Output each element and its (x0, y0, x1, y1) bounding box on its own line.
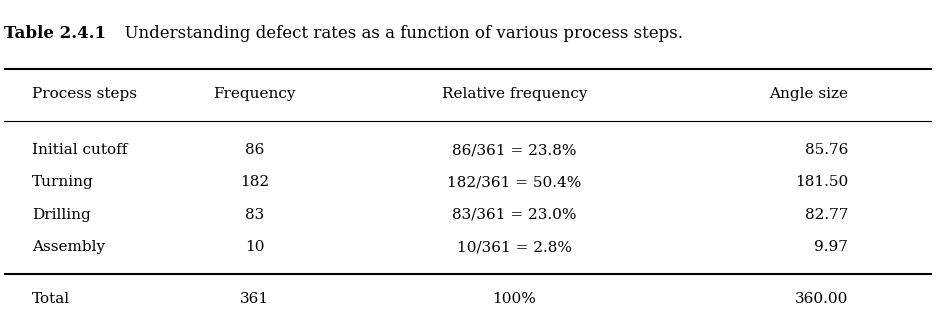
Text: 361: 361 (240, 292, 270, 306)
Text: 86: 86 (245, 143, 264, 157)
Text: Frequency: Frequency (213, 87, 296, 101)
Text: Understanding defect rates as a function of various process steps.: Understanding defect rates as a function… (113, 25, 682, 42)
Text: 360.00: 360.00 (795, 292, 848, 306)
Text: Turning: Turning (32, 175, 94, 189)
Text: 181.50: 181.50 (795, 175, 848, 189)
Text: 82.77: 82.77 (805, 208, 848, 222)
Text: 86/361 = 23.8%: 86/361 = 23.8% (452, 143, 577, 157)
Text: 85.76: 85.76 (805, 143, 848, 157)
Text: 9.97: 9.97 (814, 240, 848, 254)
Text: 10/361 = 2.8%: 10/361 = 2.8% (457, 240, 572, 254)
Text: 182/361 = 50.4%: 182/361 = 50.4% (447, 175, 581, 189)
Text: 83: 83 (245, 208, 264, 222)
Text: Initial cutoff: Initial cutoff (32, 143, 127, 157)
Text: 182: 182 (240, 175, 270, 189)
Text: Total: Total (32, 292, 70, 306)
Text: 100%: 100% (492, 292, 536, 306)
Text: 10: 10 (245, 240, 264, 254)
Text: Drilling: Drilling (32, 208, 91, 222)
Text: Table 2.4.1: Table 2.4.1 (4, 25, 106, 42)
Text: Assembly: Assembly (32, 240, 105, 254)
Text: Angle size: Angle size (769, 87, 848, 101)
Text: Relative frequency: Relative frequency (442, 87, 587, 101)
Text: Process steps: Process steps (32, 87, 137, 101)
Text: 83/361 = 23.0%: 83/361 = 23.0% (452, 208, 577, 222)
